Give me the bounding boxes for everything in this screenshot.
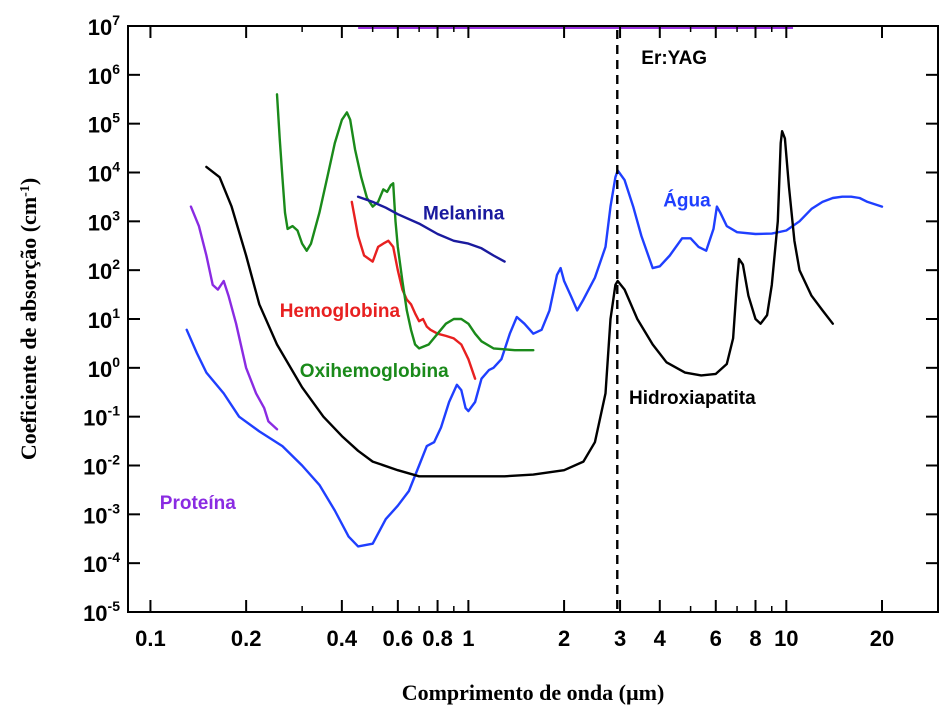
label-hemoglobina: Hemoglobina (280, 301, 401, 322)
label-proteina: Proteína (160, 493, 236, 514)
y-axis-title-main: Coeficiente de absorção (cm (16, 197, 41, 460)
series-line-melanina (356, 195, 506, 263)
series-line-hidroxiapatita (205, 130, 834, 478)
label-oxihemoglobina: Oxihemoglobina (300, 361, 449, 382)
series-line-proteina (189, 205, 279, 431)
y-tick-label: 107 (88, 12, 120, 40)
y-axis-title-sup: -1 (18, 185, 33, 197)
y-tick-label: 10-5 (83, 598, 120, 626)
x-tick-label: 0.2 (231, 626, 262, 651)
y-tick-label: 10-1 (83, 403, 120, 431)
y-tick-label: 104 (88, 159, 120, 187)
y-tick-label: 10-2 (83, 452, 120, 480)
series-line-hemoglobina (350, 200, 477, 380)
plot-frame (127, 25, 939, 613)
x-tick-label: 0.4 (327, 626, 358, 651)
x-tick-label: 10 (774, 626, 798, 651)
label-hidroxiapatita: Hidroxiapatita (629, 388, 756, 409)
label-melanina: Melanina (423, 203, 505, 224)
y-tick-label: 102 (88, 256, 120, 284)
series-line-oxihemoglobina (275, 93, 535, 352)
series-line-agua (185, 169, 884, 548)
y-tick-label: 100 (88, 354, 120, 382)
label-er-yag: Er:YAG (641, 48, 707, 69)
y-axis-title-close: ) (16, 178, 41, 185)
x-tick-label: 0.6 (383, 626, 414, 651)
x-tick-label: 0.1 (135, 626, 166, 651)
y-tick-label: 101 (88, 305, 120, 333)
x-tick-label: 3 (614, 626, 626, 651)
y-tick-label: 106 (88, 61, 120, 89)
x-tick-label: 20 (870, 626, 894, 651)
y-tick-label: 103 (88, 207, 120, 235)
x-axis-title: Comprimento de onda (µm) (402, 680, 665, 705)
x-tick-label: 2 (558, 626, 570, 651)
y-tick-label: 10-3 (83, 500, 120, 528)
x-tick-label: 1 (462, 626, 474, 651)
y-tick-label: 105 (88, 110, 120, 138)
x-tick-label: 0.8 (422, 626, 453, 651)
x-tick-label: 8 (749, 626, 761, 651)
label-agua: Água (663, 190, 711, 212)
x-tick-label: 4 (654, 626, 667, 651)
y-tick-label: 10-4 (83, 549, 120, 577)
y-axis-title: Coeficiente de absorção (cm-1) (16, 178, 41, 460)
x-tick-label: 6 (710, 626, 722, 651)
